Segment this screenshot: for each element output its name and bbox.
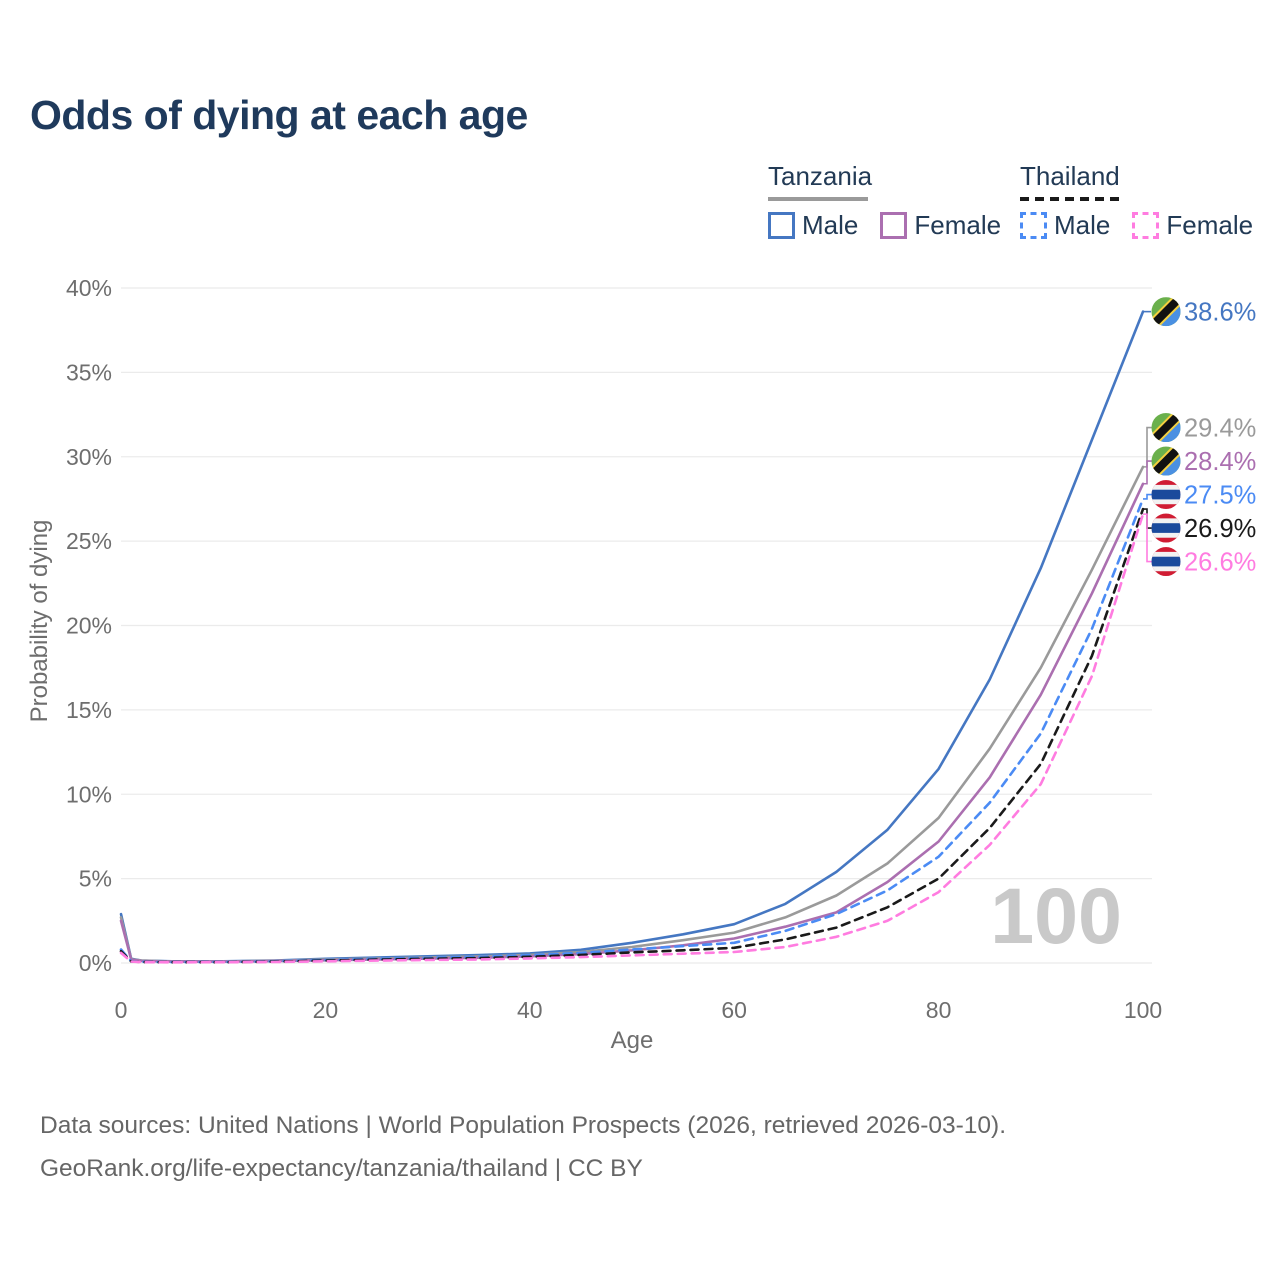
x-axis-title: Age: [611, 1027, 654, 1054]
end-label-tanzania-male: 38.6%: [1184, 299, 1256, 327]
thailand-flag-icon: [1151, 513, 1181, 543]
tanzania-flag-icon: [1151, 446, 1181, 476]
legend-item-label: Male: [1054, 210, 1111, 240]
legend-items-thailand: Male Female: [1020, 210, 1253, 241]
end-label-tanzania-both-sexes: 29.4%: [1184, 415, 1256, 443]
y-tick-label-30pct: 30%: [66, 444, 112, 470]
x-tick-label-60: 60: [721, 997, 747, 1023]
legend-item-tanzania-male[interactable]: Male: [768, 210, 858, 241]
tanzania-female-swatch-icon: [880, 212, 908, 239]
thailand-line-style-swatch: [1020, 197, 1120, 201]
series-line-tanzania-male[interactable]: [119, 310, 1145, 963]
footer: Data sources: United Nations | World Pop…: [40, 1104, 1006, 1190]
end-label-thailand-male: 27.5%: [1184, 482, 1256, 510]
legend-country-label: Tanzania: [768, 161, 873, 191]
leader-line-tanzania-female: [1143, 460, 1152, 485]
x-tick-label-80: 80: [926, 997, 952, 1023]
tanzania-flag-icon: [1151, 413, 1181, 443]
leader-line-thailand-female: [1143, 513, 1152, 563]
watermark-age-100: 100: [990, 871, 1122, 960]
leader-line-tanzania-both-sexes: [1143, 426, 1152, 468]
y-tick-label-25pct: 25%: [66, 528, 112, 554]
y-tick-label-5pct: 5%: [79, 866, 112, 892]
legend-item-thailand-male[interactable]: Male: [1020, 210, 1110, 241]
legend-group-thailand: Thailand Male Female: [1020, 161, 1253, 241]
y-tick-label-0pct: 0%: [79, 950, 112, 976]
legend-item-tanzania-female[interactable]: Female: [880, 210, 1001, 241]
leader-line-thailand-male: [1143, 493, 1152, 500]
thailand-female-swatch-icon: [1132, 212, 1160, 239]
footer-data-sources: Data sources: United Nations | World Pop…: [40, 1112, 1007, 1139]
tanzania-line-style-swatch: [768, 197, 868, 201]
legend-group-tanzania: Tanzania Male Female: [768, 161, 1001, 241]
end-label-thailand-female: 26.6%: [1184, 549, 1256, 577]
y-tick-label-20pct: 20%: [66, 613, 112, 639]
tanzania-flag-icon: [1151, 297, 1181, 327]
y-tick-label-35pct: 35%: [66, 359, 112, 385]
series-line-thailand-female[interactable]: [119, 512, 1145, 964]
y-tick-label-15pct: 15%: [66, 697, 112, 723]
legend-country-thailand[interactable]: Thailand: [1020, 161, 1120, 201]
legend-item-label: Female: [914, 210, 1002, 240]
x-tick-label-100: 100: [1124, 997, 1162, 1023]
legend-item-label: Female: [1166, 210, 1254, 240]
thailand-flag-icon: [1151, 547, 1181, 577]
end-label-thailand-both-sexes: 26.9%: [1184, 515, 1256, 543]
end-label-tanzania-female: 28.4%: [1184, 448, 1256, 476]
thailand-flag-icon: [1151, 480, 1181, 510]
legend-item-thailand-female[interactable]: Female: [1132, 210, 1253, 241]
legend-item-label: Male: [802, 210, 859, 240]
legend-items-tanzania: Male Female: [768, 210, 1001, 241]
legend-country-tanzania[interactable]: Tanzania: [768, 161, 872, 201]
x-tick-label-20: 20: [313, 997, 339, 1023]
footer-attribution: GeoRank.org/life-expectancy/tanzania/tha…: [40, 1155, 643, 1182]
x-tick-label-0: 0: [115, 997, 128, 1023]
thailand-male-swatch-icon: [1020, 212, 1047, 239]
y-tick-label-10pct: 10%: [66, 781, 112, 807]
y-tick-label-40pct: 40%: [66, 275, 112, 301]
page-title: Odds of dying at each age: [30, 92, 528, 138]
y-axis-title: Probability of dying: [26, 520, 53, 723]
tanzania-male-swatch-icon: [768, 212, 795, 239]
x-tick-label-40: 40: [517, 997, 543, 1023]
legend-country-label: Thailand: [1020, 161, 1120, 191]
